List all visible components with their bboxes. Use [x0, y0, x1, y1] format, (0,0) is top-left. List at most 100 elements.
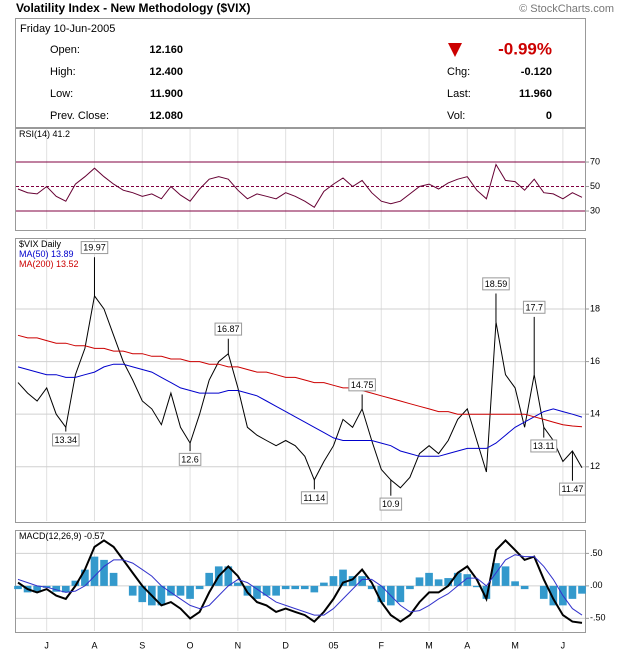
quote-value: 0 [546, 110, 552, 122]
histogram-bar [138, 585, 147, 603]
x-tick-label: M [425, 640, 433, 650]
quote-label: Prev. Close: [50, 110, 109, 122]
series-line [17, 538, 583, 624]
annotation-box [522, 300, 546, 314]
legend-value: 13.52 [56, 259, 79, 269]
histogram-bar [195, 585, 204, 590]
legend-value: 41.2 [53, 129, 71, 139]
histogram-bar [473, 585, 481, 588]
x-tick-label: J [44, 640, 49, 650]
histogram-bar [128, 585, 137, 596]
y-tick-label: 50 [590, 181, 600, 191]
annotation-box [530, 439, 558, 453]
histogram-bar [578, 585, 586, 594]
x-tick-label: N [235, 640, 242, 650]
annotation-box [178, 452, 202, 466]
quote-date: Friday 10-Jun-2005 [20, 23, 115, 35]
histogram-bar [100, 559, 108, 586]
down-arrow [448, 43, 462, 57]
y-tick-label: 18 [590, 303, 600, 313]
annotation-box [559, 482, 586, 496]
annotation-label: 19.97 [83, 243, 106, 253]
histogram-bar [310, 585, 319, 593]
histogram-bar [482, 585, 491, 599]
y-tick-label: 30 [590, 205, 600, 215]
annotation-box [348, 378, 376, 392]
histogram-bar [511, 581, 519, 586]
quote-value: 12.080 [149, 110, 183, 122]
annotation-box [52, 433, 80, 447]
histogram-bar [109, 572, 118, 586]
annotation-label: 14.75 [351, 380, 374, 390]
histogram-bar [520, 585, 529, 590]
annotation-box [379, 497, 403, 511]
histogram-bar [33, 585, 41, 593]
histogram-bar [492, 563, 500, 586]
quote-value: 12.400 [149, 66, 183, 78]
legend-entry: MA(50) 13.89 [19, 249, 74, 259]
annotation-label: 11.14 [303, 493, 325, 503]
annotation-label: 10.9 [382, 499, 400, 509]
quote-label: High: [50, 66, 76, 78]
histogram-bar [329, 576, 338, 586]
legend-name: MA(50) [19, 249, 49, 259]
x-tick-label: 05 [328, 640, 338, 650]
histogram-bar [234, 582, 242, 586]
x-tick-label: F [379, 640, 385, 650]
histogram-bar [539, 585, 548, 599]
legend-name: MACD(12,26,9) [19, 531, 82, 541]
histogram-bar [167, 585, 175, 596]
rsi-panel [15, 128, 586, 231]
quote-label: Chg: [447, 66, 470, 78]
quote-value: 11.960 [519, 88, 552, 100]
histogram-bar [453, 572, 462, 586]
x-tick-label: D [282, 640, 289, 650]
histogram-bar [205, 572, 214, 586]
legend-entry: $VIX Daily [19, 239, 62, 249]
y-tick-label: 12 [590, 461, 600, 471]
histogram-bar [415, 577, 424, 586]
legend-name: $VIX Daily [19, 239, 62, 249]
y-tick-label: 14 [590, 409, 600, 419]
quote-label: Vol: [447, 110, 465, 122]
annotation-box [214, 322, 243, 336]
histogram-bar [568, 585, 577, 599]
quote-value: 12.160 [149, 44, 183, 56]
histogram-bar [348, 576, 357, 586]
histogram-bar [320, 582, 328, 586]
histogram-bar [358, 576, 366, 586]
histogram-bar [463, 574, 472, 586]
histogram-bar [81, 569, 89, 586]
quote-label: Open: [50, 44, 80, 56]
annotation-label: 16.87 [217, 324, 240, 334]
legend-entry: MACD(12,26,9) -0.57 [19, 531, 105, 541]
annotation-label: 13.11 [533, 441, 555, 451]
y-tick-label: .00 [590, 580, 603, 590]
annotation-label: 17.7 [525, 302, 543, 312]
histogram-bar [52, 585, 61, 592]
histogram-bar [339, 569, 347, 586]
x-tick-label: S [139, 640, 145, 650]
x-tick-label: M [511, 640, 519, 650]
histogram-bar [377, 585, 386, 603]
annotation-label: 13.34 [55, 435, 78, 445]
histogram-bar [14, 585, 22, 590]
series-line [17, 334, 583, 428]
quote-value: 11.900 [150, 88, 183, 100]
legend-entry: RSI(14) 41.2 [19, 129, 70, 139]
histogram-bar [281, 585, 290, 590]
histogram-bar [90, 556, 99, 586]
histogram-bar [291, 585, 300, 590]
histogram-bar [224, 566, 233, 586]
histogram-bar [253, 585, 261, 599]
annotation-label: 18.59 [485, 279, 508, 289]
y-tick-label: -.50 [590, 613, 606, 623]
annotation-box [80, 241, 109, 255]
quote-value: -0.120 [521, 66, 552, 78]
x-tick-label: A [91, 640, 97, 650]
histogram-bar [300, 585, 309, 590]
change-percent: -0.99% [498, 39, 552, 58]
credit: © StockCharts.com [519, 3, 614, 15]
histogram-bar [367, 585, 376, 590]
